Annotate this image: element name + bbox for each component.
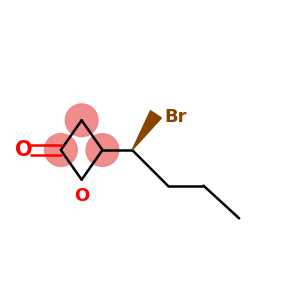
Text: Br: Br [165, 108, 188, 126]
Text: O: O [74, 187, 89, 205]
Circle shape [44, 134, 77, 166]
Circle shape [65, 104, 98, 136]
Circle shape [86, 134, 119, 166]
Text: O: O [15, 140, 32, 160]
Polygon shape [132, 111, 161, 150]
